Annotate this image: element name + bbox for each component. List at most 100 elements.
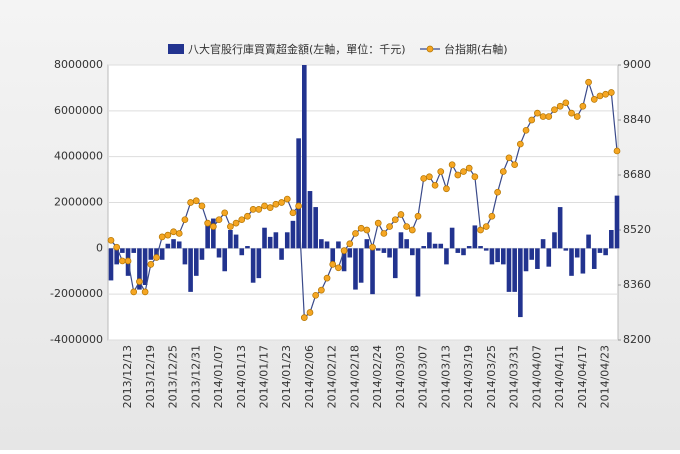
bar [580, 248, 586, 274]
bar [137, 248, 142, 290]
y-tick-label: 6000000 [54, 104, 103, 117]
x-tick-label: 2014/01/07 [212, 345, 225, 408]
point [187, 199, 194, 206]
bar [392, 248, 398, 279]
point [255, 206, 263, 213]
point [454, 171, 462, 179]
point [545, 113, 553, 120]
bar [199, 248, 205, 260]
y-tick-label: 8000000 [54, 58, 103, 71]
point [562, 99, 570, 107]
x-tick-label: 2013/12/13 [121, 345, 134, 408]
point [107, 236, 115, 244]
bar [518, 248, 523, 318]
point [249, 206, 257, 213]
x-tick-label: 2014/03/07 [417, 345, 430, 408]
x-tick-label: 2014/04/23 [599, 345, 612, 408]
point [551, 106, 558, 114]
bar [154, 248, 159, 256]
bar [222, 248, 228, 272]
point [141, 288, 149, 296]
bar [313, 207, 318, 249]
bar [239, 248, 245, 256]
point [579, 102, 587, 110]
bar [415, 248, 421, 297]
y-tick-label: 0 [96, 241, 103, 254]
point [124, 257, 132, 265]
bar [353, 248, 358, 290]
bar [461, 248, 466, 256]
point [244, 212, 251, 220]
point [443, 185, 450, 193]
point [153, 254, 160, 261]
x-tick-label: 2014/02/18 [348, 345, 361, 408]
bar [319, 239, 324, 249]
legend-swatch [426, 45, 434, 53]
bar [188, 248, 193, 292]
point [204, 219, 212, 227]
y2-tick-label: 8360 [623, 278, 651, 291]
point [283, 195, 291, 203]
point [499, 168, 507, 175]
point [516, 140, 524, 148]
point [408, 226, 416, 234]
point [357, 224, 365, 232]
point [391, 216, 399, 224]
bar [307, 191, 313, 249]
bar [472, 225, 478, 249]
bar [398, 232, 404, 249]
point [198, 202, 206, 210]
bar [546, 248, 552, 267]
point [113, 243, 121, 251]
bar [603, 248, 608, 256]
bar [290, 220, 296, 249]
point [232, 219, 240, 227]
x-tick-label: 2014/04/07 [530, 345, 543, 408]
x-tick-label: 2014/03/03 [394, 345, 407, 408]
bar [302, 65, 307, 249]
x-tick-label: 2014/01/23 [280, 345, 293, 408]
bar [165, 243, 171, 249]
bar [381, 248, 387, 253]
point [318, 286, 325, 294]
bar [114, 248, 119, 265]
point [340, 247, 348, 254]
point [420, 175, 428, 182]
point [175, 230, 183, 237]
legend-label: 八大官股行庫買賣超金額(左軸，單位：千元) [188, 42, 406, 56]
bar [245, 246, 250, 249]
point [460, 168, 467, 175]
bar [279, 248, 284, 260]
bar [193, 248, 199, 276]
point [346, 240, 354, 248]
x-tick-label: 2013/12/19 [144, 345, 157, 408]
point [494, 188, 501, 196]
x-tick-label: 2014/03/25 [485, 345, 498, 408]
bar [370, 248, 375, 295]
bar [444, 248, 449, 265]
bar [438, 243, 444, 249]
point [227, 223, 234, 230]
bar [211, 218, 216, 249]
bar [540, 239, 546, 249]
point [215, 216, 223, 224]
point [363, 226, 371, 234]
point [181, 216, 189, 224]
bar [404, 239, 409, 249]
point [465, 164, 473, 172]
bar [324, 241, 330, 249]
point [471, 173, 479, 181]
point [488, 212, 496, 220]
point [300, 314, 308, 322]
bar [296, 138, 301, 249]
y2-tick-label: 8680 [623, 168, 651, 181]
bar [233, 234, 239, 249]
point [573, 113, 581, 120]
bar [330, 248, 336, 263]
point [136, 278, 143, 285]
y2-tick-label: 8520 [623, 223, 651, 236]
bar [512, 248, 517, 292]
point [221, 209, 229, 217]
bar [506, 248, 512, 292]
point [386, 223, 393, 230]
